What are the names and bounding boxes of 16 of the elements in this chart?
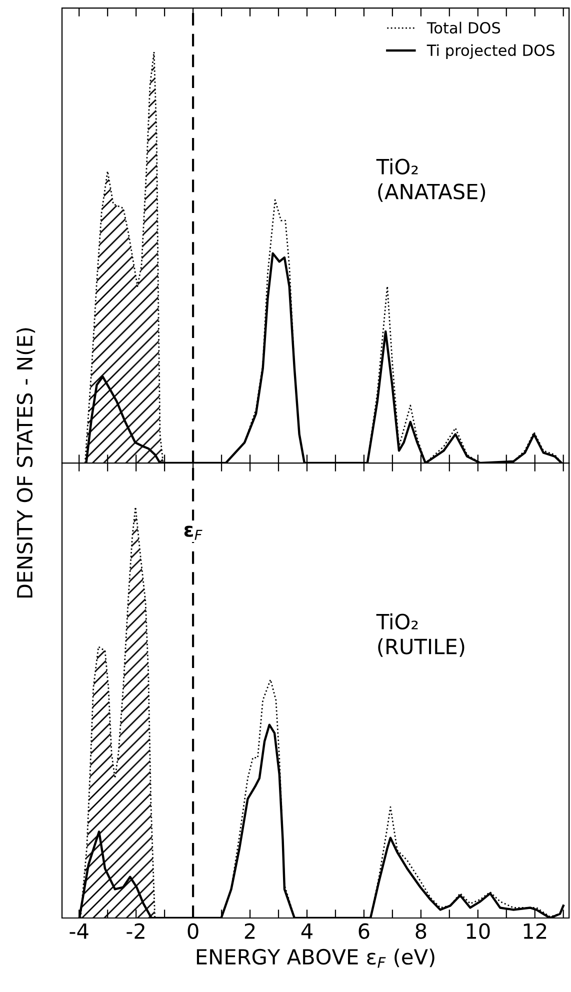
x-tick-label: 6 (358, 923, 370, 939)
x-tick-label: -2 (126, 923, 144, 939)
x-tick-label: 2 (244, 923, 255, 939)
ref-line-label: ε$_{F}$ (184, 526, 202, 540)
y-axis-title: DENSITY OF STATES - N(E) (16, 328, 36, 598)
x-tick-label: 10 (466, 923, 490, 939)
legend-label: Total DOS (426, 22, 500, 34)
legend-label: Ti projected DOS (426, 44, 554, 59)
annotation: TiO₂ (RUTILE) (376, 613, 464, 657)
x-tick-label: 8 (416, 923, 426, 939)
annotation: TiO₂ (ANATASE) (376, 158, 486, 202)
x-tick-label: -4 (70, 924, 88, 939)
x-tick-label: 4 (301, 924, 312, 939)
x-axis-title: ENERGY ABOVE ε$_{F}$ (eV) (196, 948, 434, 968)
x-tick-label: 12 (524, 923, 546, 939)
x-tick-label: 0 (188, 923, 198, 939)
